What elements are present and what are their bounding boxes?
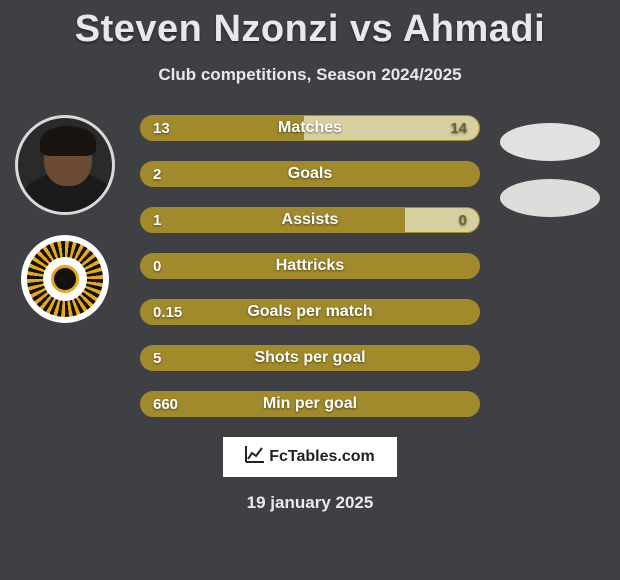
watermark-text: FcTables.com bbox=[269, 448, 375, 466]
stat-bar: 0Hattricks bbox=[140, 253, 480, 279]
subtitle: Club competitions, Season 2024/2025 bbox=[0, 65, 620, 85]
stat-bar: 1Assists0 bbox=[140, 207, 480, 233]
stat-label: Min per goal bbox=[141, 392, 479, 416]
stat-bar: 5Shots per goal bbox=[140, 345, 480, 371]
stat-bar: 660Min per goal bbox=[140, 391, 480, 417]
page-title: Steven Nzonzi vs Ahmadi bbox=[0, 0, 620, 51]
stat-value-right: 14 bbox=[450, 116, 467, 140]
stats-bars: 13Matches142Goals1Assists00Hattricks0.15… bbox=[140, 115, 480, 417]
date-label: 19 january 2025 bbox=[0, 493, 620, 513]
stat-label: Hattricks bbox=[141, 254, 479, 278]
chart-icon bbox=[245, 445, 265, 468]
player-right-oval-1 bbox=[500, 123, 600, 161]
right-player-column bbox=[500, 123, 608, 235]
stat-label: Assists bbox=[141, 208, 479, 232]
club-logo bbox=[21, 235, 109, 323]
stat-bar: 2Goals bbox=[140, 161, 480, 187]
stat-label: Shots per goal bbox=[141, 346, 479, 370]
stat-label: Goals per match bbox=[141, 300, 479, 324]
stat-bar: 13Matches14 bbox=[140, 115, 480, 141]
watermark: FcTables.com bbox=[223, 437, 397, 477]
stat-label: Matches bbox=[141, 116, 479, 140]
stat-bar: 0.15Goals per match bbox=[140, 299, 480, 325]
stat-value-right: 0 bbox=[459, 208, 467, 232]
left-player-column bbox=[10, 115, 120, 323]
player-right-oval-2 bbox=[500, 179, 600, 217]
comparison-panel: 13Matches142Goals1Assists00Hattricks0.15… bbox=[0, 115, 620, 417]
stat-label: Goals bbox=[141, 162, 479, 186]
player-left-avatar bbox=[15, 115, 115, 215]
